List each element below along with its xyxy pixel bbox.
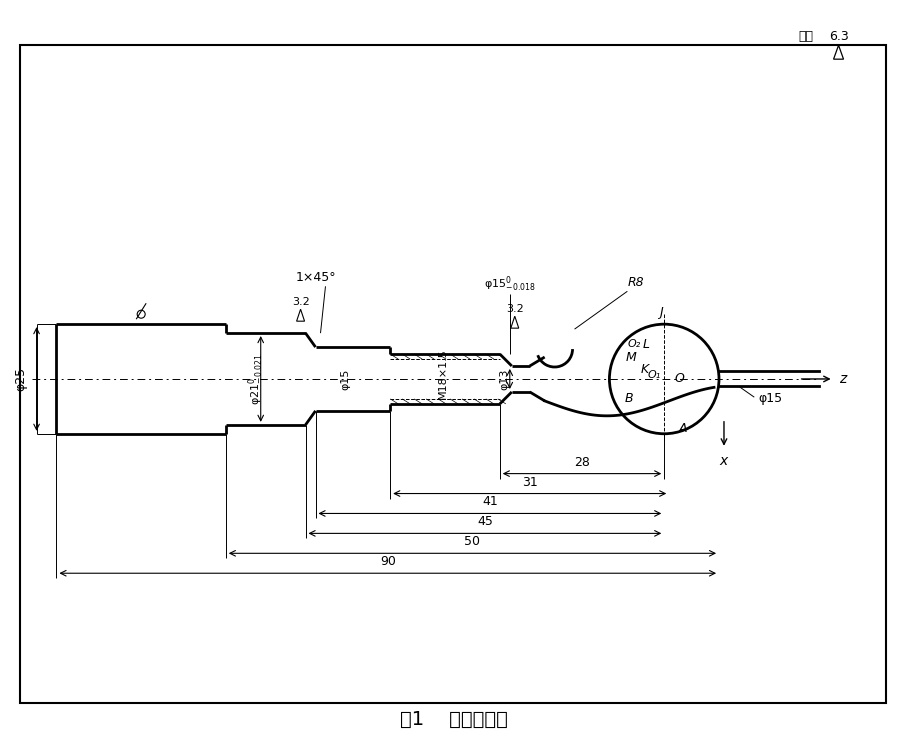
Text: 90: 90 [380,555,396,568]
Text: 41: 41 [482,495,498,508]
Text: φ15$^0_{-0.018}$: φ15$^0_{-0.018}$ [484,275,536,294]
Text: B: B [625,392,634,406]
Text: L: L [643,338,650,350]
Text: 其余: 其余 [799,30,814,43]
Text: A: A [679,422,687,435]
Bar [20,45,886,703]
Text: 3.2: 3.2 [506,304,524,314]
Text: O₂: O₂ [627,339,641,349]
Text: 3.2: 3.2 [291,297,310,307]
Text: M18×1.5: M18×1.5 [438,349,448,399]
Text: φ21$^0_{-0.021}$: φ21$^0_{-0.021}$ [246,353,265,405]
Text: K: K [640,363,648,375]
Text: J: J [659,306,663,319]
Text: 6.3: 6.3 [829,30,848,43]
Text: 50: 50 [464,535,480,548]
Text: 28: 28 [574,456,590,469]
Text: O: O [674,372,684,386]
Text: φ15: φ15 [759,392,783,406]
Text: x: x [720,454,728,468]
Text: O₁: O₁ [648,370,661,380]
Text: 31: 31 [522,476,538,488]
Text: φ15: φ15 [340,368,350,389]
Text: M: M [626,350,637,364]
Text: 1×45°: 1×45° [295,271,336,285]
Text: R8: R8 [627,276,644,289]
Text: φ25: φ25 [15,367,27,391]
Text: φ13: φ13 [499,368,509,389]
Text: 45: 45 [477,515,493,528]
Text: z: z [839,372,845,386]
Text: 图1    加工零件图: 图1 加工零件图 [400,710,508,729]
